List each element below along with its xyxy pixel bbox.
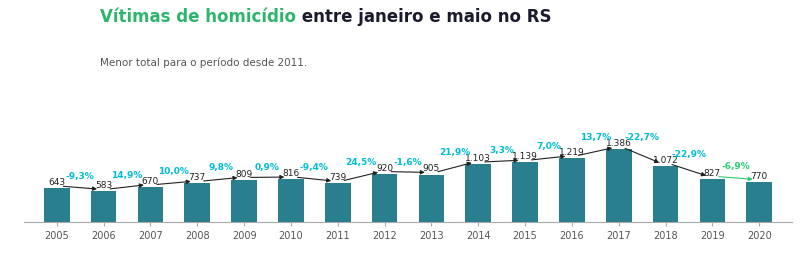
Text: 920: 920: [376, 164, 393, 173]
Text: -9,4%: -9,4%: [300, 163, 329, 172]
Text: 9,8%: 9,8%: [208, 163, 233, 172]
Text: 3,3%: 3,3%: [490, 146, 514, 155]
Bar: [606, 150, 632, 222]
Bar: [138, 187, 163, 222]
Bar: [466, 164, 491, 222]
Text: -1,6%: -1,6%: [394, 158, 422, 167]
Text: 827: 827: [704, 169, 721, 177]
Text: -6,9%: -6,9%: [722, 162, 750, 171]
Bar: [231, 180, 257, 222]
Bar: [653, 166, 678, 222]
Bar: [44, 188, 70, 222]
Text: -9,3%: -9,3%: [66, 172, 94, 181]
Text: 809: 809: [235, 169, 253, 179]
Text: 13,7%: 13,7%: [580, 133, 611, 142]
Text: 1.386: 1.386: [606, 139, 632, 148]
Bar: [184, 183, 210, 222]
Bar: [559, 158, 585, 222]
Text: -22,7%: -22,7%: [625, 133, 660, 142]
Text: -22,9%: -22,9%: [671, 150, 706, 159]
Bar: [699, 179, 726, 222]
Text: 1.072: 1.072: [653, 156, 678, 165]
Bar: [278, 179, 304, 222]
Text: entre janeiro e maio no RS: entre janeiro e maio no RS: [296, 8, 551, 26]
Text: Menor total para o período desde 2011.: Menor total para o período desde 2011.: [100, 57, 307, 68]
Text: 10,0%: 10,0%: [158, 167, 190, 176]
Bar: [746, 182, 772, 222]
Text: 737: 737: [189, 173, 206, 182]
Text: 14,9%: 14,9%: [111, 171, 142, 180]
Text: 24,5%: 24,5%: [346, 158, 377, 167]
Bar: [418, 175, 444, 222]
Text: Vítimas de homicídio: Vítimas de homicídio: [100, 8, 296, 26]
Bar: [372, 174, 398, 222]
Text: 643: 643: [48, 178, 66, 187]
Text: 21,9%: 21,9%: [439, 148, 470, 157]
Text: 7,0%: 7,0%: [536, 142, 561, 151]
Text: 739: 739: [329, 173, 346, 182]
Text: 905: 905: [422, 164, 440, 174]
Text: 583: 583: [95, 181, 112, 190]
Text: 1.103: 1.103: [466, 154, 491, 163]
Bar: [90, 191, 117, 222]
Text: 1.219: 1.219: [559, 148, 585, 157]
Text: 0,9%: 0,9%: [255, 163, 280, 172]
Text: 816: 816: [282, 169, 299, 178]
Bar: [512, 162, 538, 222]
Text: 670: 670: [142, 177, 159, 186]
Text: 770: 770: [750, 171, 768, 181]
Bar: [325, 183, 350, 222]
Text: 1.139: 1.139: [512, 152, 538, 161]
